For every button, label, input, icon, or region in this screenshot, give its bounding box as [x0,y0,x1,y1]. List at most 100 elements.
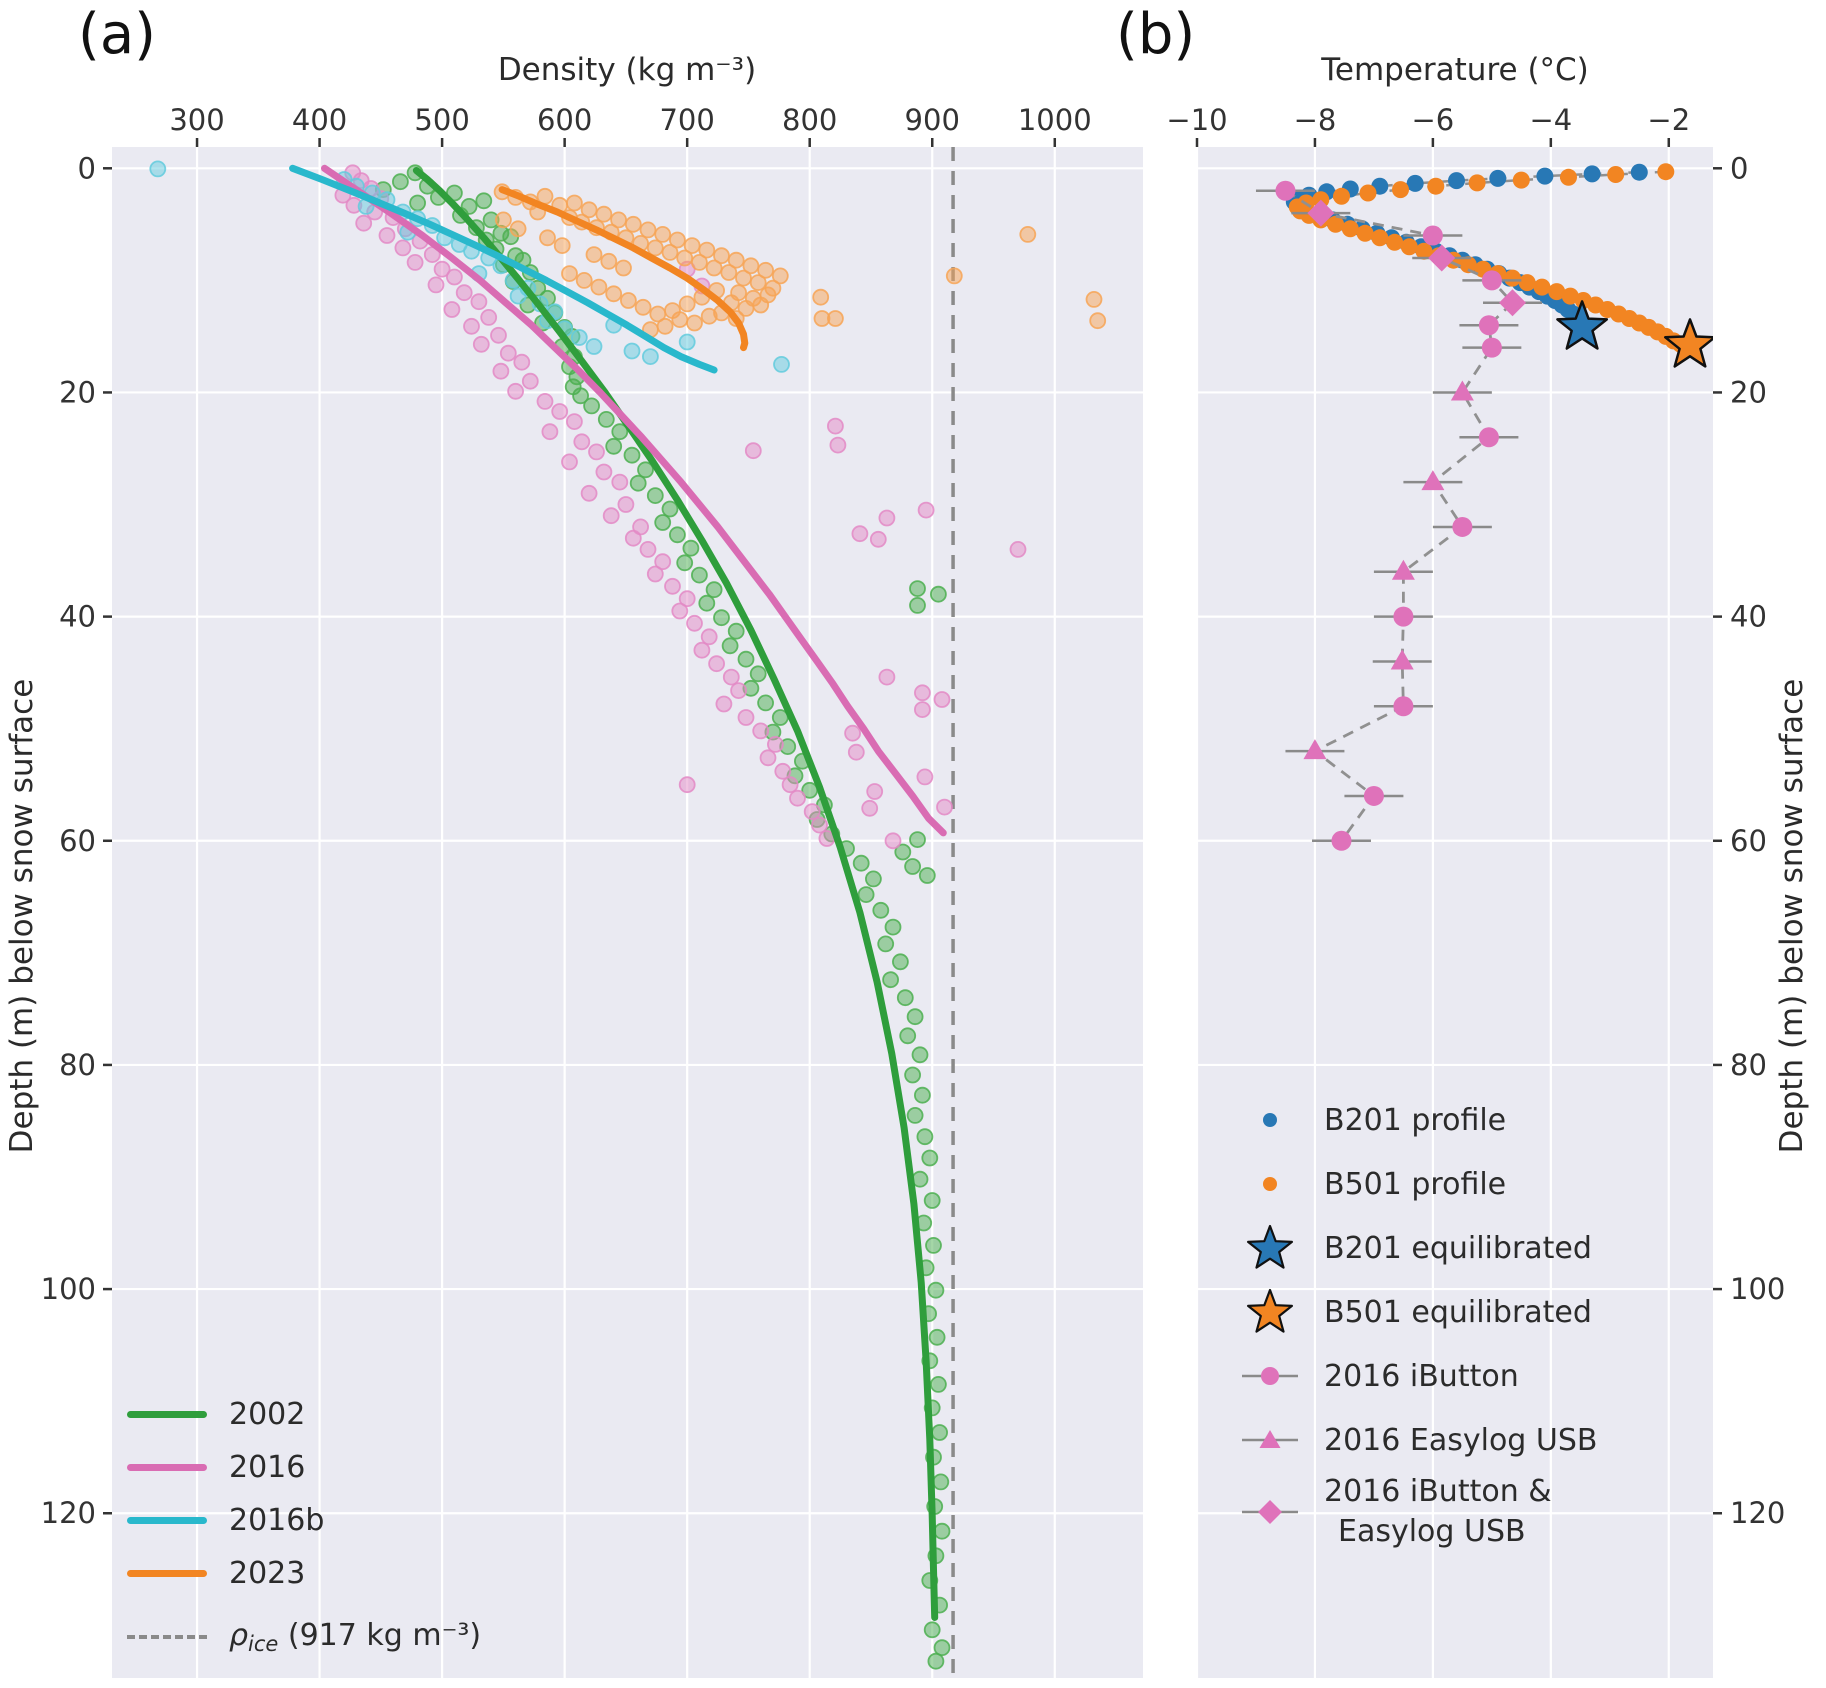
depth-tick-label-left: 20 [59,375,96,409]
panel-b-x-ticks: −10 −8 −6 −4 −2 [1166,103,1690,147]
b201-star-icon [1240,1222,1300,1274]
legend-dash-swatch [127,1634,207,1639]
depth-tick-label-left: 80 [59,1048,96,1082]
ibutton-point [1478,315,1499,336]
star-B201 equilibrated [1556,300,1609,350]
legend-item-ibutton: 2016 iButton [1240,1344,1597,1408]
panel-b-x-tick-label: −2 [1647,103,1690,137]
ibutton-easylog-marker-icon [1240,1498,1300,1526]
legend-label-2002: 2002 [229,1397,306,1432]
legend-label-b201-equilibrated: B201 equilibrated [1324,1230,1592,1266]
fit-line-2023 [498,186,749,352]
depth-tick-label-right: 0 [1730,151,1748,185]
legend-label-easylog: 2016 Easylog USB [1324,1422,1598,1458]
left-depth-axis-label: Depth (m) below snow surface [4,678,40,1154]
loggers-2016-markers [1275,180,1526,851]
legend-label-ibutton-easylog: 2016 iButton & Easylog USB [1324,1472,1552,1552]
ibutton-point [1481,270,1502,291]
legend-item-rho-ice: ρice (917 kg m⁻³) [127,1610,481,1663]
panel-a-x-tick-label: 500 [414,103,469,137]
depth-tick-label-right: 20 [1730,375,1767,409]
panel-a-x-tick-label: 600 [537,103,592,137]
depth-tick-label-left: 60 [59,824,96,858]
legend-item-b501-profile: B501 profile [1240,1152,1597,1216]
ibutton-point [1331,830,1352,851]
ibutton-easylog-point [1307,199,1335,227]
legend-label-ibutton: 2016 iButton [1324,1358,1519,1394]
panel-a-x-tick-label: 800 [782,103,837,137]
legend-item-b201-equilibrated: B201 equilibrated [1240,1216,1597,1280]
ibutton-point [1481,337,1502,358]
legend-item-2023: 2023 [127,1547,481,1600]
fit-line-2002 [412,167,939,1621]
rho-subscript: ice [248,1631,279,1656]
legend-label-line2: Easylog USB [1338,1514,1526,1549]
easylog-point [1450,380,1474,401]
easylog-point [1391,559,1415,580]
depth-tick-label-right: 80 [1730,1048,1767,1082]
depth-tick-label-right: 60 [1730,824,1767,858]
panel-b-x-tick-label: −8 [1294,103,1337,137]
legend-label-b201-profile: B201 profile [1324,1102,1507,1138]
temperature-axis-title: Temperature (°C) [1321,52,1589,88]
ibutton-point [1452,516,1473,537]
panel-a-y-ticks: 0 20 40 60 80 100 120 [41,151,112,1530]
depth-tick-label-left: 40 [59,600,96,634]
legend-item-b201-profile: B201 profile [1240,1088,1597,1152]
panel-a-plot-area [149,147,1107,1678]
depth-tick-label-left: 120 [41,1496,96,1530]
star-B501 equilibrated [1664,318,1713,368]
b501-profile-dot-icon [1240,1177,1300,1191]
legend-swatch-2023 [127,1570,207,1577]
ibutton-point [1422,225,1443,246]
ibutton-marker-icon [1240,1362,1300,1390]
legend-item-easylog: 2016 Easylog USB [1240,1408,1597,1472]
rho-value: (917 kg m⁻³) [278,1617,482,1653]
ibutton-easylog-point [1498,289,1526,317]
panel-a-x-ticks: 300 400 500 600 700 800 900 1000 [169,103,1092,147]
fit-line-2016b [289,164,718,374]
ibutton-point [1478,427,1499,448]
legend-item-2016b: 2016b [127,1494,481,1547]
ibutton-point [1393,696,1414,717]
panel-a-gridlines [112,147,1143,1678]
panel-a-x-tick-label: 700 [659,103,714,137]
easylog-point [1303,739,1327,760]
legend-label-rho-ice: ρice (917 kg m⁻³) [229,1618,481,1656]
depth-tick-label-right: 120 [1730,1496,1785,1530]
panel-a-x-tick-label: 900 [905,103,960,137]
depth-tick-label-left: 100 [41,1272,96,1306]
legend-label-line1: 2016 iButton & [1324,1474,1552,1509]
panel-a-x-tick-label: 400 [292,103,347,137]
b501-star-icon [1240,1286,1300,1338]
legend-panel-b: B201 profile B501 profile B201 equilibra… [1240,1088,1597,1552]
legend-label-2023: 2023 [229,1556,306,1591]
legend-label-2016b: 2016b [229,1503,325,1538]
panel-a-letter: (a) [78,2,157,67]
legend-item-b501-equilibrated: B501 equilibrated [1240,1280,1597,1344]
depth-tick-label-right: 40 [1730,600,1767,634]
scatter-2016 [334,164,1027,850]
legend-label-2016: 2016 [229,1450,306,1485]
legend-item-2016: 2016 [127,1441,481,1494]
legend-swatch-2002 [127,1411,207,1418]
panel-a-x-tick-label: 300 [169,103,224,137]
legend-label-b501-profile: B501 profile [1324,1166,1507,1202]
panel-b-plot-area [1255,163,1713,851]
legend-label-b501-equilibrated: B501 equilibrated [1324,1294,1592,1330]
legend-item-2002: 2002 [127,1388,481,1441]
density-axis-title: Density (kg m⁻³) [497,52,757,88]
panel-b-x-tick-label: −4 [1529,103,1572,137]
fit-line-2016 [321,164,947,837]
panel-a-x-tick-label: 1000 [1018,103,1092,137]
ibutton-point [1275,180,1296,201]
legend-swatch-2016 [127,1464,207,1471]
panel-b-x-tick-label: −6 [1412,103,1455,137]
ibutton-point [1393,606,1414,627]
panel-b-y-ticks: 0 20 40 60 80 100 120 [1713,151,1785,1530]
panel-b-background [1197,147,1713,1678]
ibutton-point [1363,785,1384,806]
depth-tick-label-right: 100 [1730,1272,1785,1306]
